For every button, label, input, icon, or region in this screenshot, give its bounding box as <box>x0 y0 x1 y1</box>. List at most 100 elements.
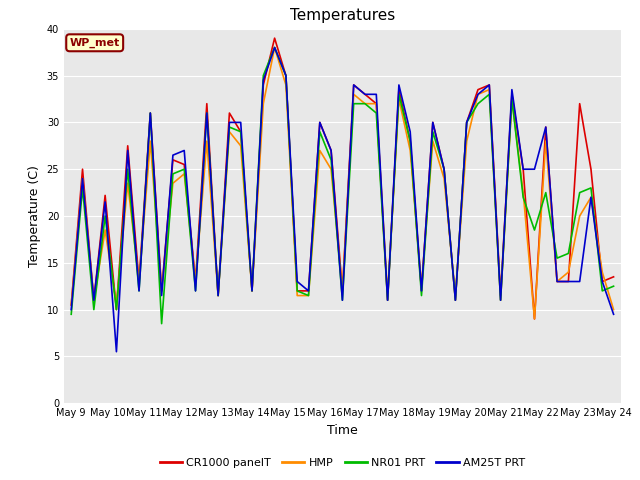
NR01 PRT <box>519 194 527 200</box>
NR01 PRT <box>406 138 414 144</box>
AM25T PRT <box>282 73 290 79</box>
HMP <box>429 138 436 144</box>
CR1000 panelT <box>191 278 199 284</box>
AM25T PRT <box>350 82 358 88</box>
NR01 PRT <box>553 255 561 261</box>
HMP <box>350 91 358 97</box>
CR1000 panelT <box>598 278 606 284</box>
NR01 PRT <box>598 288 606 294</box>
HMP <box>282 82 290 88</box>
HMP <box>180 171 188 177</box>
AM25T PRT <box>361 91 369 97</box>
CR1000 panelT <box>113 307 120 312</box>
AM25T PRT <box>180 148 188 154</box>
NR01 PRT <box>587 185 595 191</box>
CR1000 panelT <box>158 288 166 294</box>
AM25T PRT <box>576 278 584 284</box>
NR01 PRT <box>237 129 244 134</box>
NR01 PRT <box>542 190 550 195</box>
HMP <box>508 96 516 102</box>
HMP <box>90 297 98 303</box>
CR1000 panelT <box>327 148 335 154</box>
HMP <box>158 288 166 294</box>
CR1000 panelT <box>576 101 584 107</box>
AM25T PRT <box>519 167 527 172</box>
AM25T PRT <box>158 293 166 299</box>
CR1000 panelT <box>497 293 504 299</box>
CR1000 panelT <box>214 293 222 299</box>
CR1000 panelT <box>508 91 516 97</box>
NR01 PRT <box>395 91 403 97</box>
NR01 PRT <box>350 101 358 107</box>
NR01 PRT <box>497 297 504 303</box>
HMP <box>79 176 86 181</box>
AM25T PRT <box>67 307 75 312</box>
NR01 PRT <box>259 73 267 79</box>
AM25T PRT <box>259 77 267 83</box>
AM25T PRT <box>237 120 244 125</box>
HMP <box>452 293 460 299</box>
HMP <box>214 293 222 299</box>
HMP <box>147 138 154 144</box>
HMP <box>225 129 233 134</box>
HMP <box>113 302 120 308</box>
NR01 PRT <box>463 120 470 125</box>
HMP <box>339 288 346 294</box>
HMP <box>191 278 199 284</box>
NR01 PRT <box>248 288 256 294</box>
AM25T PRT <box>248 288 256 294</box>
HMP <box>553 278 561 284</box>
AM25T PRT <box>203 110 211 116</box>
CR1000 panelT <box>542 124 550 130</box>
HMP <box>395 96 403 102</box>
HMP <box>237 143 244 149</box>
HMP <box>418 283 426 289</box>
AM25T PRT <box>305 288 312 294</box>
AM25T PRT <box>452 297 460 303</box>
HMP <box>305 293 312 299</box>
HMP <box>203 138 211 144</box>
HMP <box>101 227 109 233</box>
NR01 PRT <box>225 124 233 130</box>
CR1000 panelT <box>372 101 380 107</box>
Line: NR01 PRT: NR01 PRT <box>71 48 614 324</box>
AM25T PRT <box>90 297 98 303</box>
HMP <box>587 194 595 200</box>
NR01 PRT <box>429 129 436 134</box>
AM25T PRT <box>587 194 595 200</box>
AM25T PRT <box>135 288 143 294</box>
HMP <box>169 180 177 186</box>
NR01 PRT <box>327 157 335 163</box>
HMP <box>440 176 448 181</box>
NR01 PRT <box>191 288 199 294</box>
CR1000 panelT <box>452 297 460 303</box>
HMP <box>248 288 256 294</box>
CR1000 panelT <box>67 302 75 308</box>
NR01 PRT <box>305 293 312 299</box>
AM25T PRT <box>113 349 120 355</box>
NR01 PRT <box>158 321 166 326</box>
NR01 PRT <box>440 167 448 172</box>
CR1000 panelT <box>124 143 132 149</box>
AM25T PRT <box>271 45 278 50</box>
HMP <box>519 190 527 195</box>
HMP <box>610 307 618 312</box>
CR1000 panelT <box>271 36 278 41</box>
CR1000 panelT <box>147 110 154 116</box>
AM25T PRT <box>169 152 177 158</box>
NR01 PRT <box>282 73 290 79</box>
NR01 PRT <box>361 101 369 107</box>
AM25T PRT <box>124 148 132 154</box>
AM25T PRT <box>214 293 222 299</box>
NR01 PRT <box>67 312 75 317</box>
CR1000 panelT <box>440 167 448 172</box>
AM25T PRT <box>225 120 233 125</box>
NR01 PRT <box>474 101 482 107</box>
CR1000 panelT <box>406 138 414 144</box>
NR01 PRT <box>316 129 324 134</box>
CR1000 panelT <box>248 288 256 294</box>
CR1000 panelT <box>463 120 470 125</box>
CR1000 panelT <box>203 101 211 107</box>
HMP <box>293 293 301 299</box>
NR01 PRT <box>610 283 618 289</box>
